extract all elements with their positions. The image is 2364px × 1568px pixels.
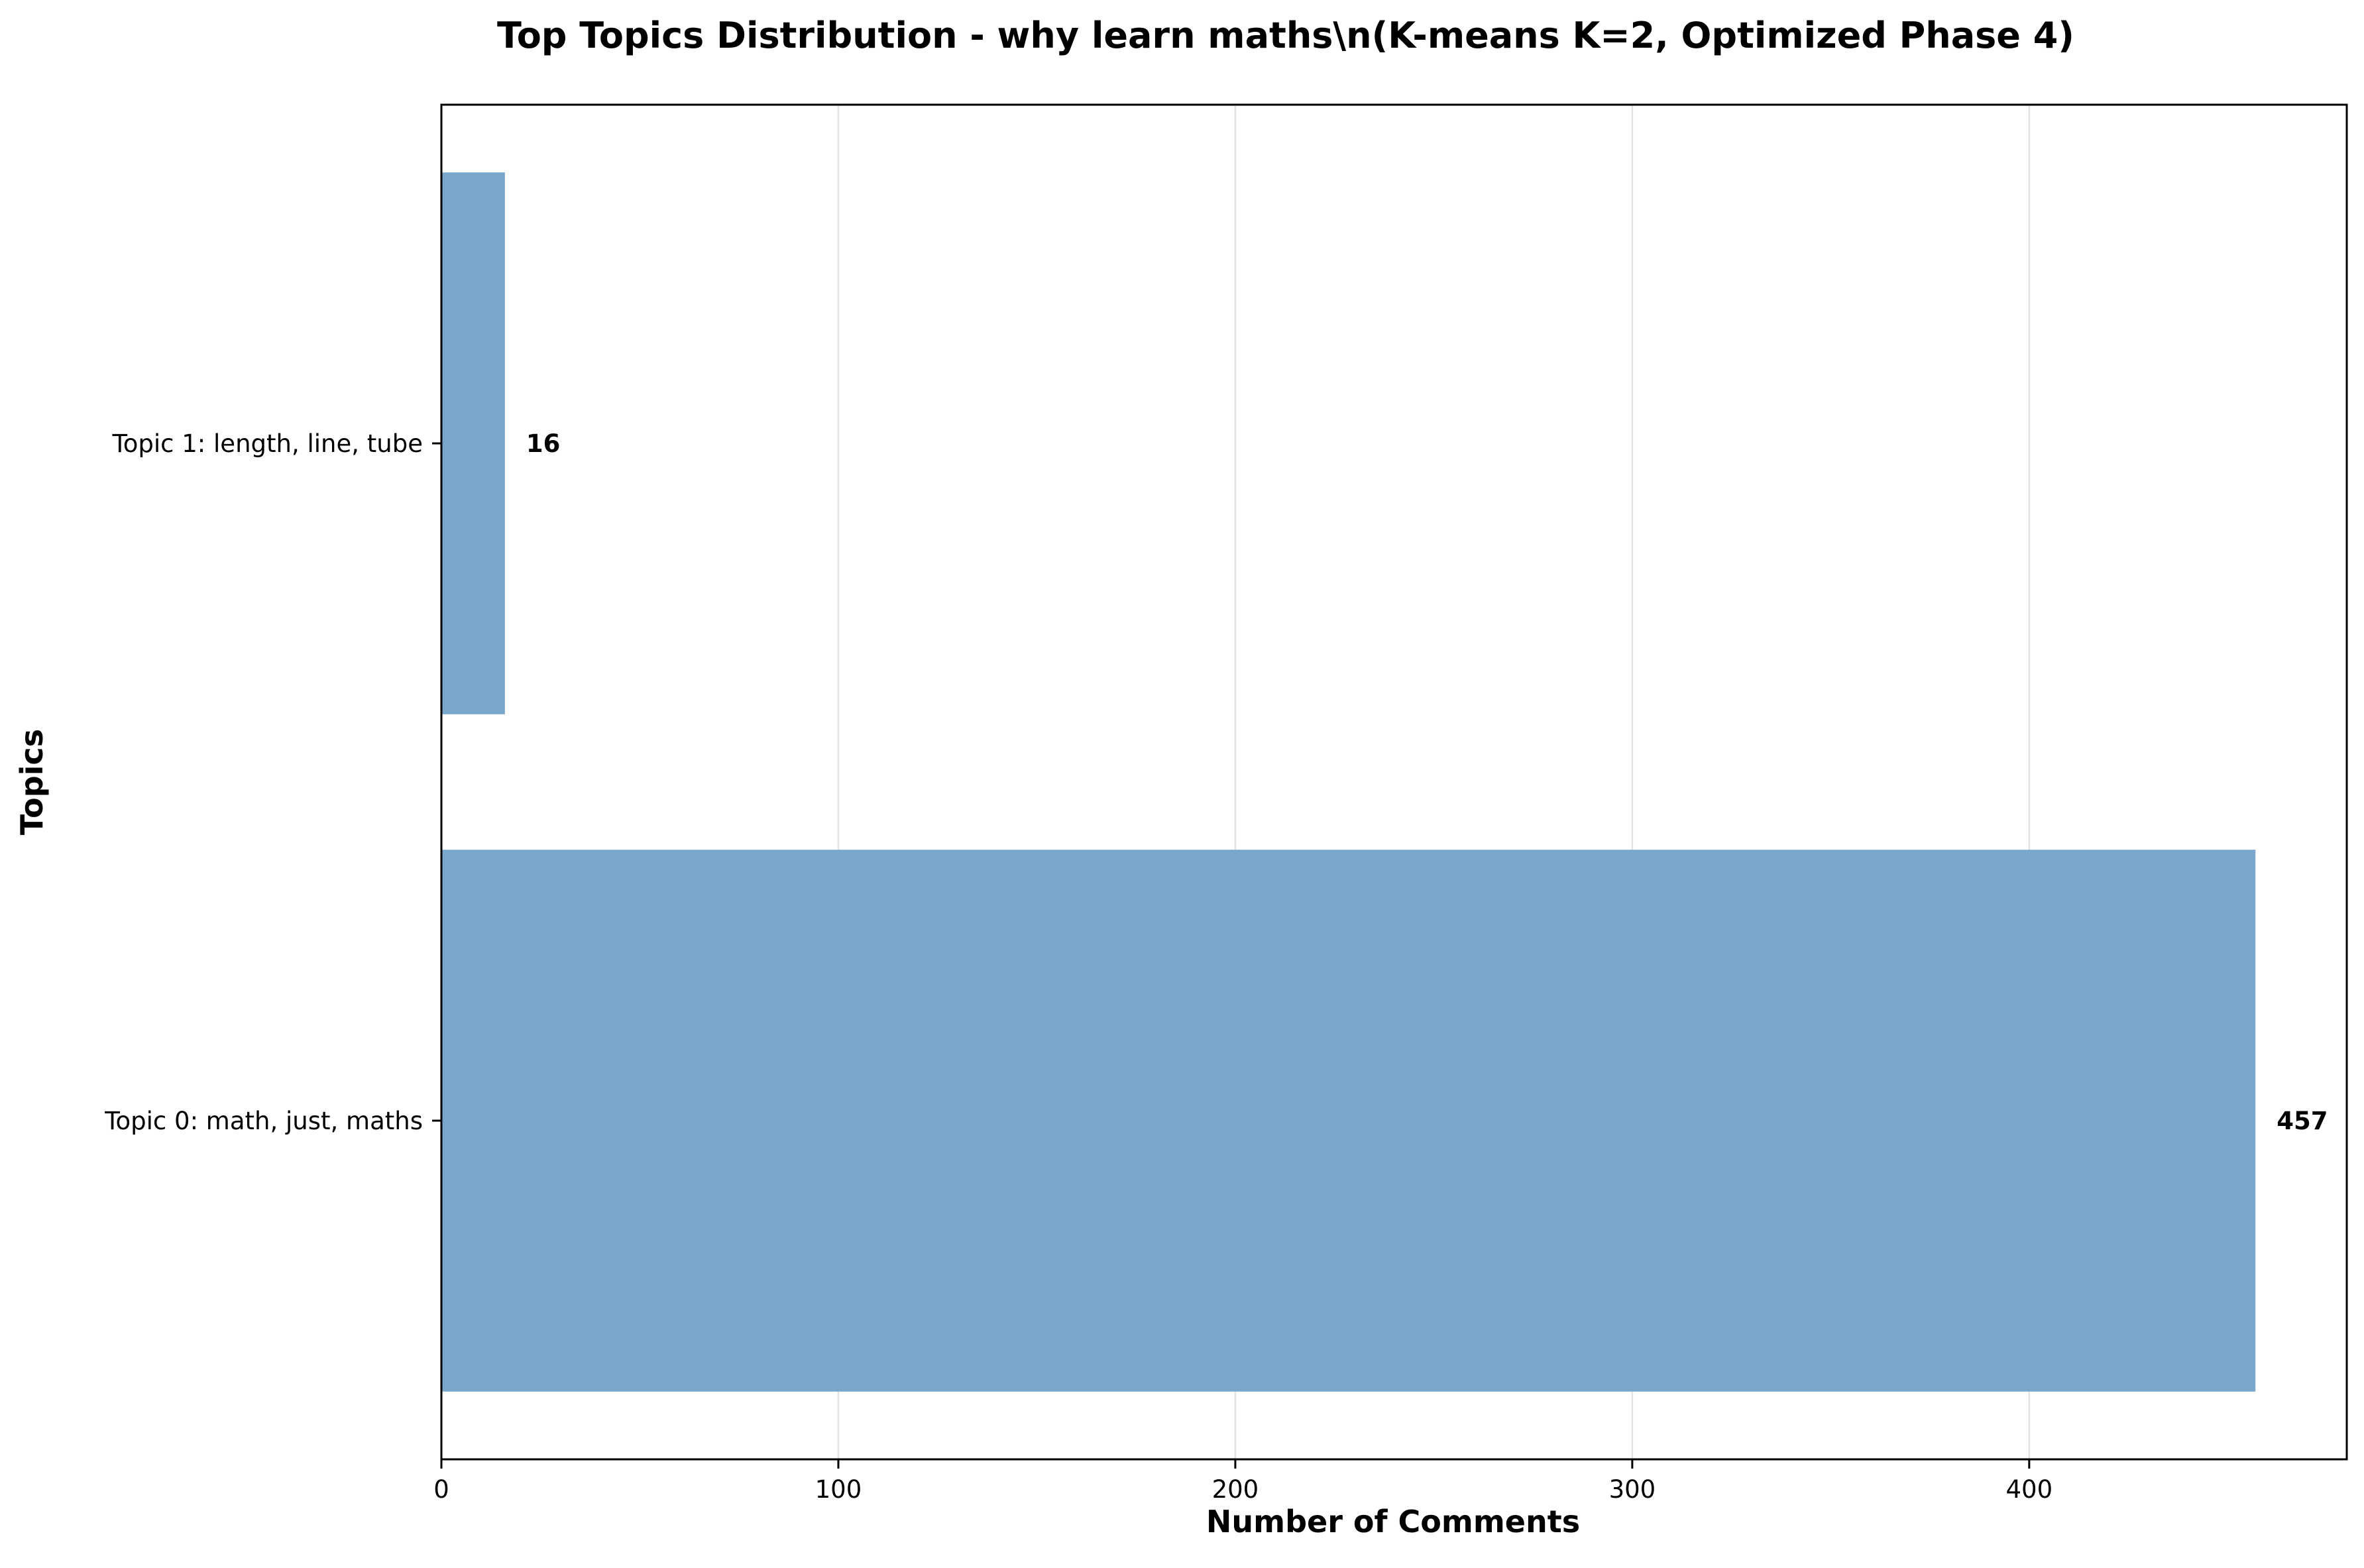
bar [441,172,505,714]
plot-frame [440,103,2348,1461]
x-tick-label: 300 [1609,1475,1656,1504]
x-axis-ticks: 0 100 200 300 400 [433,1459,2053,1504]
y-tick-label: Topic 0: math, just, maths [104,1107,423,1135]
data-label: 16 [526,429,561,458]
bars [441,172,2256,1392]
data-label: 457 [2277,1107,2328,1135]
x-axis-label: Number of Comments [1206,1504,1580,1540]
value-labels: 16 457 [526,429,2328,1135]
y-axis-label: Topics [14,729,50,835]
bar [441,850,2256,1392]
chart-title: Top Topics Distribution - why learn math… [497,15,2074,56]
x-tick-label: 400 [2006,1475,2053,1504]
y-axis-ticks: Topic 1: length, line, tube Topic 0: math… [104,429,441,1135]
x-tick-label: 200 [1212,1475,1259,1504]
x-tick-label: 100 [815,1475,862,1504]
x-tick-label: 0 [433,1475,449,1504]
y-tick-label: Topic 1: length, line, tube [111,429,423,458]
